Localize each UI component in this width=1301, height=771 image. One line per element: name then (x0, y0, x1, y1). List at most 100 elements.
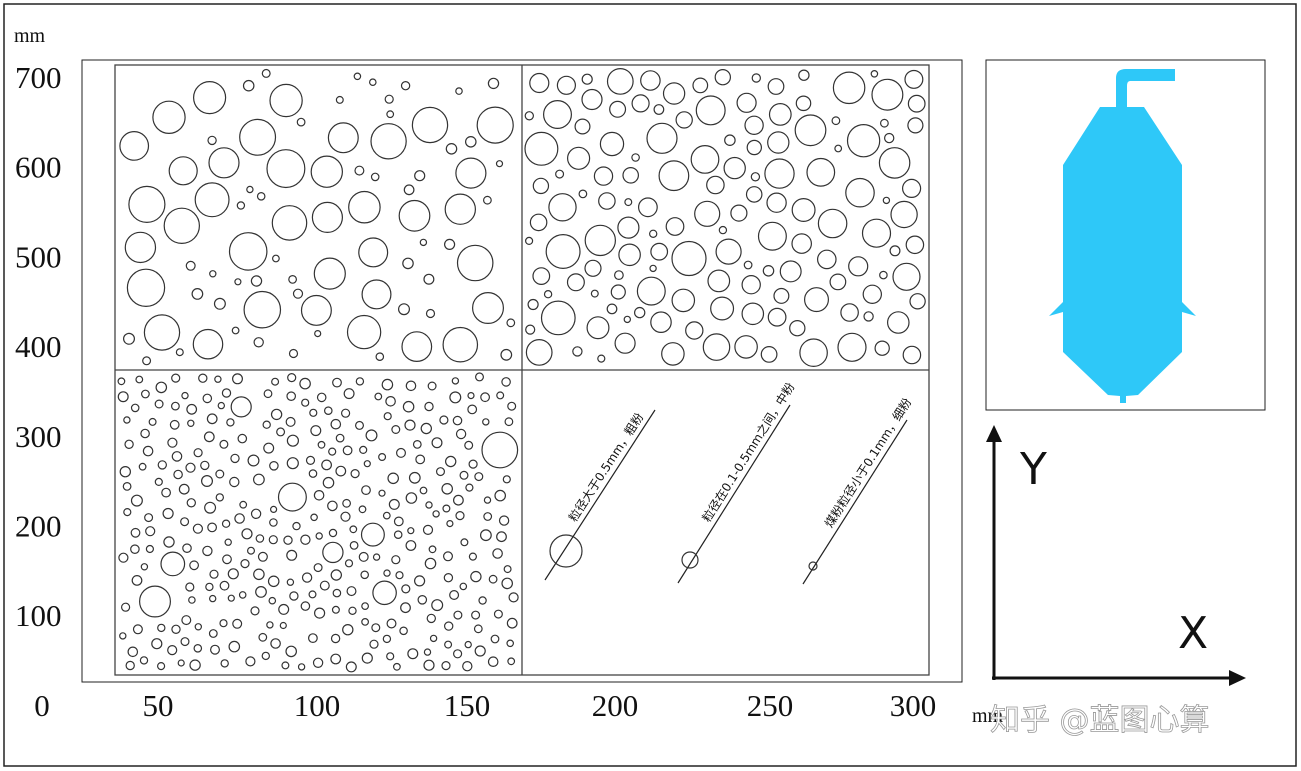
particle (472, 292, 505, 325)
particle (123, 507, 132, 517)
particle (831, 116, 841, 126)
particle (342, 624, 354, 636)
particle (217, 401, 225, 410)
particle (388, 498, 400, 510)
particle (760, 346, 778, 363)
particle (330, 633, 341, 644)
particle (610, 284, 626, 300)
particle (227, 568, 239, 580)
particle (342, 445, 353, 456)
particle (832, 71, 866, 105)
particle (292, 521, 301, 531)
particle (117, 391, 129, 403)
particle (767, 78, 785, 95)
particle (270, 408, 283, 421)
particle (215, 469, 225, 479)
particle (257, 551, 268, 562)
watermark: 知乎 @蓝图心算 (990, 703, 1210, 738)
particle (496, 391, 505, 400)
particle (250, 508, 262, 519)
particle (202, 545, 213, 557)
particle (650, 311, 672, 333)
particle (524, 111, 535, 121)
particle (305, 455, 316, 465)
y-tick-label: 200 (15, 509, 62, 544)
particle (886, 311, 910, 334)
particle (501, 577, 513, 590)
particle (270, 505, 278, 513)
particle (464, 440, 474, 450)
particle (393, 530, 403, 540)
particle (209, 270, 217, 278)
particle (277, 482, 307, 512)
particle (692, 77, 709, 94)
particle (279, 621, 287, 630)
particle (829, 273, 847, 291)
particle (455, 428, 467, 440)
particle (834, 144, 843, 153)
particle (344, 559, 354, 568)
particle (378, 489, 386, 497)
particle (846, 123, 881, 158)
particle (502, 475, 511, 484)
particle (393, 662, 401, 671)
plot-frame (81, 59, 963, 683)
x-tick-label: 50 (143, 688, 174, 723)
particle (297, 663, 306, 671)
particle (369, 639, 379, 649)
particle (375, 352, 385, 362)
particle (428, 545, 437, 554)
particle (907, 94, 926, 113)
quadrant-grid (114, 64, 930, 676)
particle (232, 618, 243, 629)
particle (365, 429, 378, 442)
particle (348, 606, 357, 616)
x-tick-label: 100 (294, 688, 341, 723)
particle (358, 237, 389, 268)
particle (330, 418, 342, 430)
nozzle (985, 59, 1266, 411)
particle (266, 621, 274, 629)
particle (542, 99, 572, 129)
particle (449, 391, 462, 404)
particle (443, 573, 454, 583)
y-tick-label: 400 (15, 329, 62, 364)
particle (426, 613, 436, 624)
particle (308, 633, 318, 643)
particle (845, 177, 875, 208)
particle (210, 644, 221, 655)
particle (441, 660, 451, 671)
particle (449, 589, 460, 600)
particle (482, 418, 490, 426)
particle (584, 224, 617, 257)
particle (154, 477, 163, 486)
particle (269, 460, 279, 471)
particle (467, 392, 475, 400)
inset-frame (985, 59, 1266, 411)
particle (321, 459, 333, 471)
particle (203, 431, 215, 443)
particle (181, 615, 192, 626)
particle (638, 197, 658, 218)
particle (378, 453, 387, 462)
particle (241, 528, 253, 540)
particle (861, 218, 892, 248)
particle (767, 307, 787, 327)
particle (239, 500, 248, 509)
particle (415, 454, 426, 465)
particle (480, 529, 492, 542)
particle (371, 623, 381, 633)
particle (286, 549, 298, 561)
particle (545, 234, 581, 270)
particle (358, 505, 367, 514)
particle (266, 149, 306, 189)
particle (455, 510, 465, 521)
particle (794, 114, 827, 147)
particle (795, 95, 812, 112)
particle (208, 147, 240, 179)
annotations: 粒径大于0.5mm，粗粉 粒径在0.1-0.5mm之间，中粉 煤粉粒径小于0.1mm… (544, 380, 914, 585)
particle (246, 185, 254, 194)
particle (317, 440, 326, 449)
particle (529, 213, 548, 232)
particle (757, 221, 787, 251)
